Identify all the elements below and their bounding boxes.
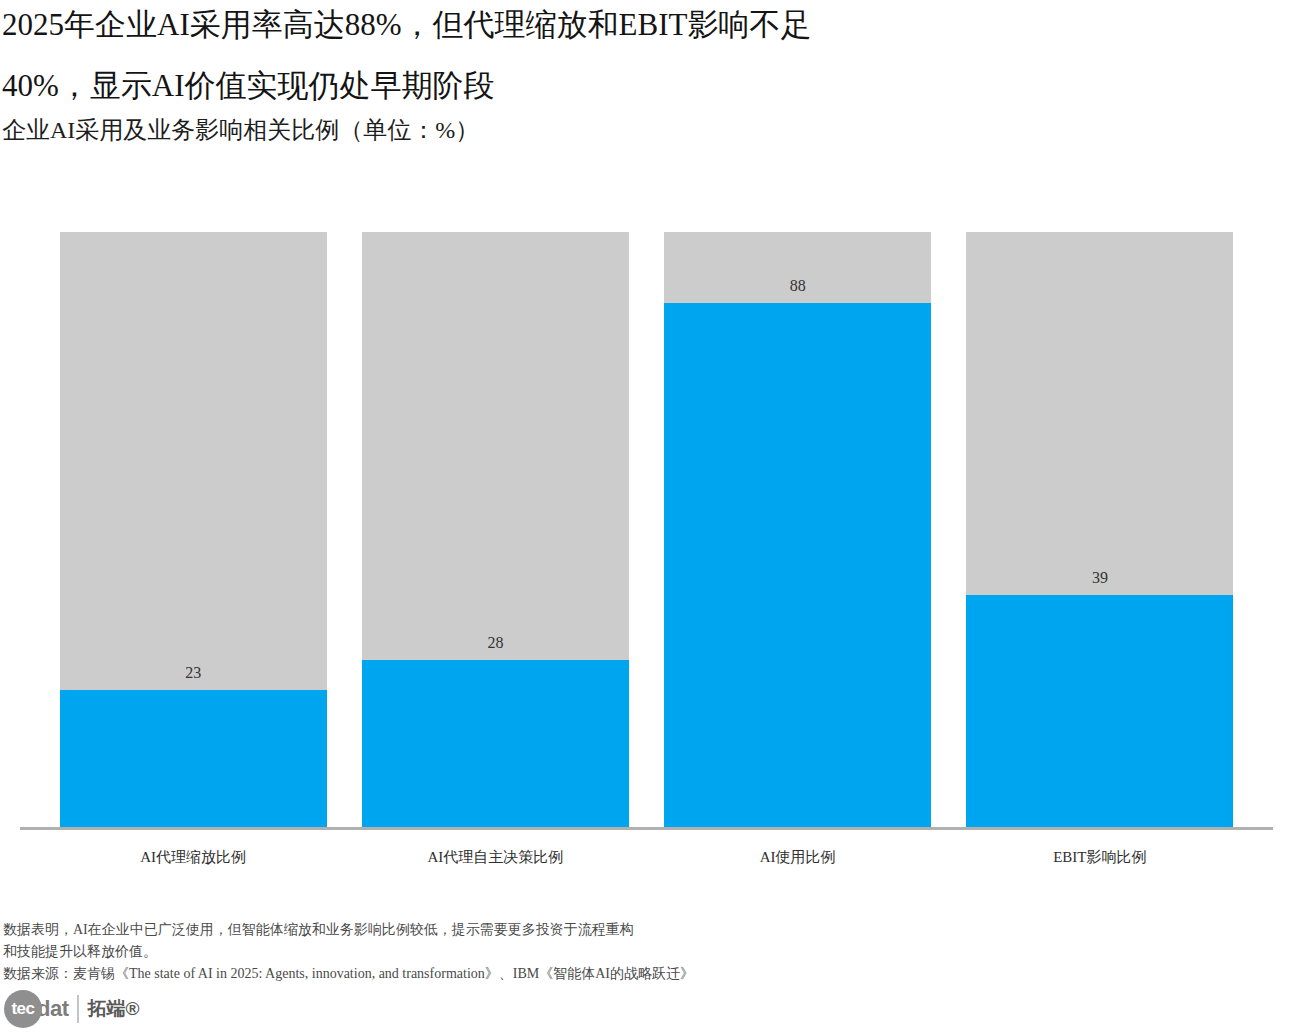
brand-name-cn: 拓端® (88, 996, 140, 1022)
bar-track: 39 (966, 232, 1233, 827)
footer-notes: 数据表明，AI在企业中已广泛使用，但智能体缩放和业务影响比例较低，提示需要更多投… (3, 919, 694, 985)
bar-fill (362, 660, 629, 827)
footer-note-line1: 数据表明，AI在企业中已广泛使用，但智能体缩放和业务影响比例较低，提示需要更多投… (3, 919, 694, 941)
tecdat-logo: tec dat 拓端® (4, 990, 140, 1028)
footer-note-line2: 和技能提升以释放价值。 (3, 941, 694, 963)
chart-title-line2: 40%，显示AI价值实现仍处早期阶段 (2, 67, 495, 105)
x-axis-line (20, 827, 1273, 830)
chart-title-line1: 2025年企业AI采用率高达88%，但代理缩放和EBIT影响不足 (2, 6, 811, 44)
x-axis-labels-row: AI代理缩放比例AI代理自主决策比例AI使用比例EBIT影响比例 (20, 847, 1273, 867)
bar-value-label: 23 (60, 665, 327, 681)
bar-track: 88 (664, 232, 931, 827)
x-axis-label: AI代理自主决策比例 (344, 847, 646, 867)
x-axis-label: AI代理缩放比例 (42, 847, 344, 867)
bar-value-label: 88 (664, 278, 931, 294)
chart-subtitle: 企业AI采用及业务影响相关比例（单位：%） (2, 114, 479, 146)
bar-slot: 28 (344, 232, 646, 827)
bar-slot: 39 (949, 232, 1251, 827)
bar-slot: 23 (42, 232, 344, 827)
bar-fill (60, 690, 327, 827)
tecdat-logo-tec: tec (11, 999, 34, 1019)
x-axis-label: AI使用比例 (647, 847, 949, 867)
x-axis-label: EBIT影响比例 (949, 847, 1251, 867)
bar-value-label: 39 (966, 570, 1233, 586)
bar-chart-plot-area: 23 28 88 39 (20, 232, 1273, 827)
bar-fill (966, 595, 1233, 827)
bar-track: 28 (362, 232, 629, 827)
logo-divider (77, 995, 79, 1023)
chart-page: 2025年企业AI采用率高达88%，但代理缩放和EBIT影响不足 40%，显示A… (0, 0, 1290, 1032)
tecdat-logo-circle-icon: tec (4, 990, 42, 1028)
bar-track: 23 (60, 232, 327, 827)
bar-value-label: 28 (362, 635, 629, 651)
bar-slot: 88 (647, 232, 949, 827)
bar-fill (664, 303, 931, 827)
footer-source: 数据来源：麦肯锡《The state of AI in 2025: Agents… (3, 963, 694, 985)
